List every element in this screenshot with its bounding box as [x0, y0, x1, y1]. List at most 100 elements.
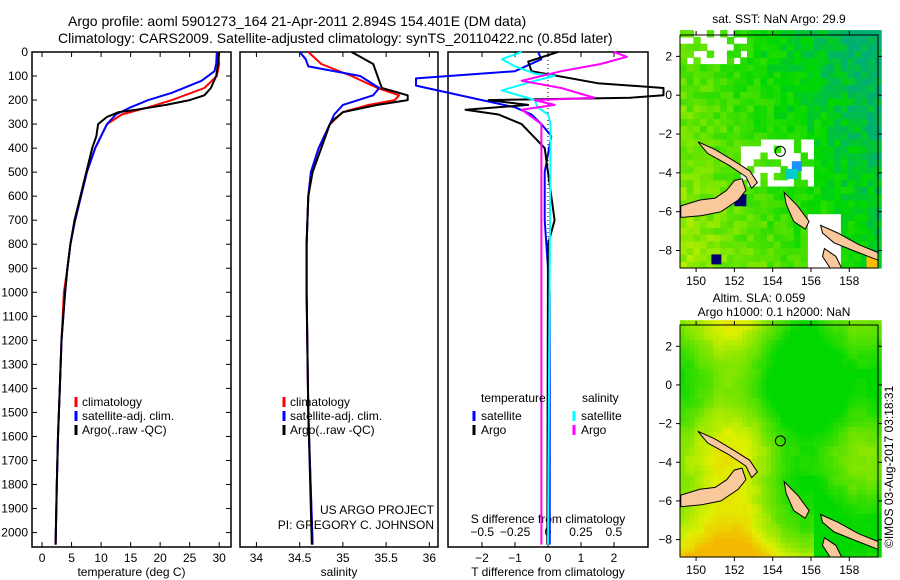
map-cell: [828, 513, 834, 519]
map-cell: [708, 537, 715, 544]
map-cell: [838, 325, 844, 331]
map-cell: [814, 64, 822, 72]
map-cell: [713, 508, 719, 515]
map-cell: [686, 172, 694, 181]
map-cell: [780, 547, 786, 553]
x-tick-label: 5: [68, 551, 75, 565]
map-cell: [793, 186, 802, 194]
map-cell: [713, 383, 719, 389]
map-cell: [693, 193, 701, 201]
map-cell: [773, 159, 782, 167]
map-cell: [786, 168, 799, 179]
map-cell: [689, 547, 695, 553]
map-cell: [842, 445, 849, 452]
map-cell: [847, 145, 855, 154]
map-cell: [876, 349, 882, 355]
map-cell: [871, 416, 877, 423]
map-cell: [740, 91, 748, 99]
map-cell: [799, 368, 806, 374]
map-cell: [767, 111, 775, 120]
map-cell: [680, 254, 688, 262]
map-cell: [700, 227, 708, 235]
lat-tick-label: 0: [665, 88, 672, 102]
map-cell: [807, 193, 815, 201]
map-cell: [699, 508, 705, 515]
map-cell: [703, 537, 710, 544]
map-cell: [866, 445, 873, 452]
map-cell: [775, 344, 782, 350]
map-cell: [852, 373, 858, 379]
map-cell: [814, 206, 822, 215]
map-cell: [756, 474, 762, 481]
map-cell: [876, 465, 882, 471]
map-cell: [828, 320, 834, 326]
map-cell: [828, 344, 834, 350]
map-cell: [693, 111, 701, 120]
map-cell: [720, 70, 728, 79]
map-cell: [775, 392, 782, 399]
map-cell: [686, 111, 694, 120]
map-cell: [703, 373, 710, 379]
map-cell: [861, 220, 869, 228]
map-cell: [809, 450, 815, 457]
map-cell: [814, 508, 820, 515]
map-cell: [756, 349, 762, 355]
lon-tick-label: 156: [801, 563, 821, 577]
map-cell: [800, 179, 808, 188]
s-tick-label: 0.25: [569, 525, 593, 539]
map-cell: [871, 373, 877, 379]
map-cell: [742, 532, 748, 539]
map-cell: [809, 378, 815, 384]
map-cell: [706, 261, 715, 269]
map-cell: [861, 460, 868, 466]
map-cell: [766, 407, 772, 413]
map-cell: [751, 445, 758, 452]
map-cell: [775, 484, 782, 490]
map-cell: [747, 200, 755, 208]
map-cell: [771, 344, 777, 350]
map-cell: [852, 407, 858, 413]
map-cell: [733, 118, 741, 126]
map-cell: [814, 387, 820, 394]
map-cell: [775, 552, 782, 558]
map-cell: [699, 368, 705, 374]
map-cell: [718, 518, 724, 524]
map-cell: [703, 402, 710, 408]
map-cell: [823, 402, 829, 408]
map-cell: [828, 508, 834, 515]
map-cell: [799, 441, 806, 447]
map-cell: [814, 84, 822, 92]
map-cell: [756, 383, 762, 389]
map-cell: [699, 358, 705, 365]
map-cell: [761, 470, 767, 476]
map-cell: [861, 36, 869, 45]
map-cell: [820, 118, 828, 126]
map-cell: [809, 441, 815, 447]
map-cell: [785, 402, 791, 408]
map-cell: [751, 426, 758, 432]
map-cell: [686, 179, 694, 188]
map-cell: [700, 159, 708, 167]
map-cell: [751, 460, 758, 466]
map-cell: [854, 138, 862, 147]
map-cell: [686, 166, 694, 174]
legend-label: Argo(..raw -QC): [82, 423, 167, 437]
map-cell: [833, 363, 839, 370]
map-cell: [852, 474, 858, 481]
map-cell: [740, 132, 748, 140]
map-cell: [680, 470, 686, 476]
map-cell: [689, 354, 695, 360]
map-cell: [847, 503, 853, 510]
map-cell: [793, 84, 802, 92]
y-tick-label: 200: [8, 93, 28, 107]
map-cell: [823, 320, 829, 326]
map-cell: [828, 416, 834, 423]
map-cell: [857, 363, 863, 370]
map-cell: [785, 349, 791, 355]
map-cell: [828, 334, 834, 341]
map-cell: [771, 373, 777, 379]
map-cell: [874, 30, 882, 38]
map-cell: [751, 378, 758, 384]
map-cell: [814, 200, 822, 208]
